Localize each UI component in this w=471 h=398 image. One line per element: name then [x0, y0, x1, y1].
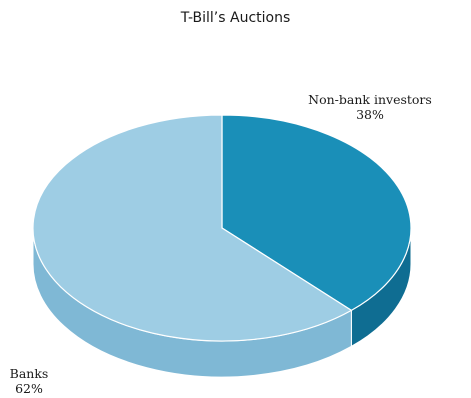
- slice-value-nonbank: 38%: [356, 107, 384, 122]
- pie-tops: [32, 114, 412, 342]
- pie-slice-banks: [32, 114, 353, 342]
- slice-name-nonbank: Non-bank investors: [308, 92, 432, 107]
- slice-value-banks: 62%: [15, 381, 43, 396]
- chart-title: T-Bill’s Auctions: [180, 10, 291, 26]
- pie-slice-nonbank: [221, 114, 412, 312]
- slice-name-banks: Banks: [10, 366, 49, 381]
